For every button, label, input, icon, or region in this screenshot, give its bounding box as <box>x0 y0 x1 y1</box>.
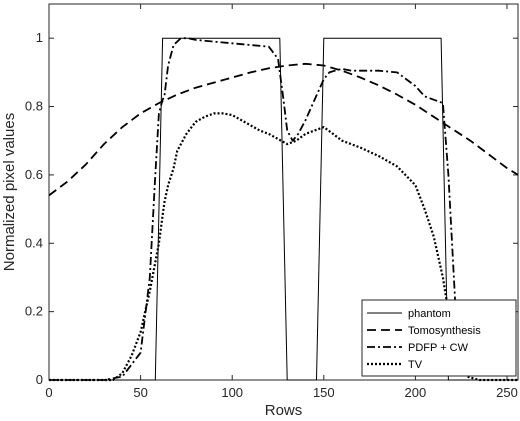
legend-label: PDFP + CW <box>408 342 469 354</box>
y-tick-label: 0 <box>36 372 43 387</box>
y-axis-title: Normalized pixel values <box>1 113 18 271</box>
y-tick-label: 0.2 <box>25 304 43 319</box>
axis-ticks: 0 50 100 150 200 250 0 0.2 0.4 0.6 0.8 1 <box>25 4 518 400</box>
legend-label: Tomosynthesis <box>408 325 481 337</box>
y-tick-label: 0.8 <box>25 99 43 114</box>
legend-label: phantom <box>408 308 451 320</box>
legend: phantom Tomosynthesis PDFP + CW TV <box>361 299 517 377</box>
x-tick-label: 150 <box>313 385 335 400</box>
legend-label: TV <box>408 359 423 371</box>
y-tick-label: 0.6 <box>25 167 43 182</box>
x-tick-label: 50 <box>133 385 147 400</box>
series-line-tomosynthesis <box>48 62 519 197</box>
y-tick-label: 1 <box>36 30 43 45</box>
x-axis-title: Rows <box>265 402 303 419</box>
plot-area-frame <box>48 3 519 381</box>
series-layer <box>48 37 519 382</box>
x-tick-label: 100 <box>221 385 243 400</box>
y-tick-label: 0.4 <box>25 235 43 250</box>
series-line-pdfp-cw <box>49 37 518 381</box>
series-line-phantom <box>49 37 518 381</box>
x-tick-label: 200 <box>405 385 427 400</box>
series-line-tv <box>49 112 518 382</box>
x-tick-label: 0 <box>45 385 52 400</box>
x-tick-label: 250 <box>496 385 518 400</box>
